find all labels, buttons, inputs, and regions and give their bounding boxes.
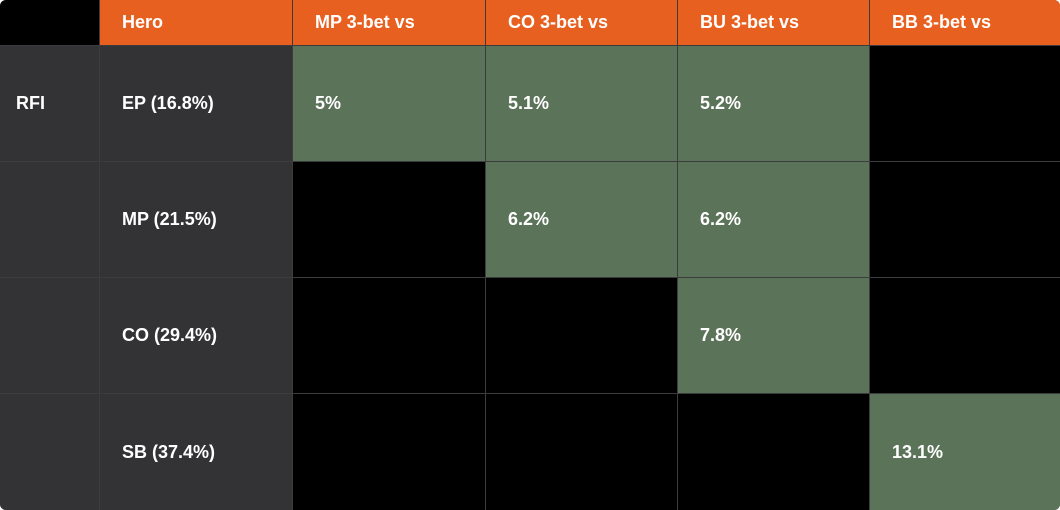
row-label: RFI — [0, 46, 99, 161]
value-cell: 6.2% — [678, 162, 869, 277]
empty-cell — [870, 46, 1060, 161]
value-cell: 13.1% — [870, 394, 1060, 510]
empty-cell — [293, 278, 485, 393]
row-label — [0, 278, 99, 393]
row-label — [0, 394, 99, 510]
empty-cell — [870, 278, 1060, 393]
corner-cell — [0, 0, 99, 45]
hero-cell: MP (21.5%) — [100, 162, 292, 277]
value-cell: 5% — [293, 46, 485, 161]
empty-cell — [678, 394, 869, 510]
column-header: CO 3-bet vs — [486, 0, 677, 45]
empty-cell — [486, 278, 677, 393]
empty-cell — [486, 394, 677, 510]
column-header: MP 3-bet vs — [293, 0, 485, 45]
hero-cell: EP (16.8%) — [100, 46, 292, 161]
hero-cell: CO (29.4%) — [100, 278, 292, 393]
value-cell: 7.8% — [678, 278, 869, 393]
empty-cell — [293, 394, 485, 510]
empty-cell — [293, 162, 485, 277]
value-cell: 5.1% — [486, 46, 677, 161]
hero-cell: SB (37.4%) — [100, 394, 292, 510]
empty-cell — [870, 162, 1060, 277]
column-header: BB 3-bet vs — [870, 0, 1060, 45]
value-cell: 5.2% — [678, 46, 869, 161]
column-header: Hero — [100, 0, 292, 45]
column-header: BU 3-bet vs — [678, 0, 869, 45]
value-cell: 6.2% — [486, 162, 677, 277]
row-label — [0, 162, 99, 277]
